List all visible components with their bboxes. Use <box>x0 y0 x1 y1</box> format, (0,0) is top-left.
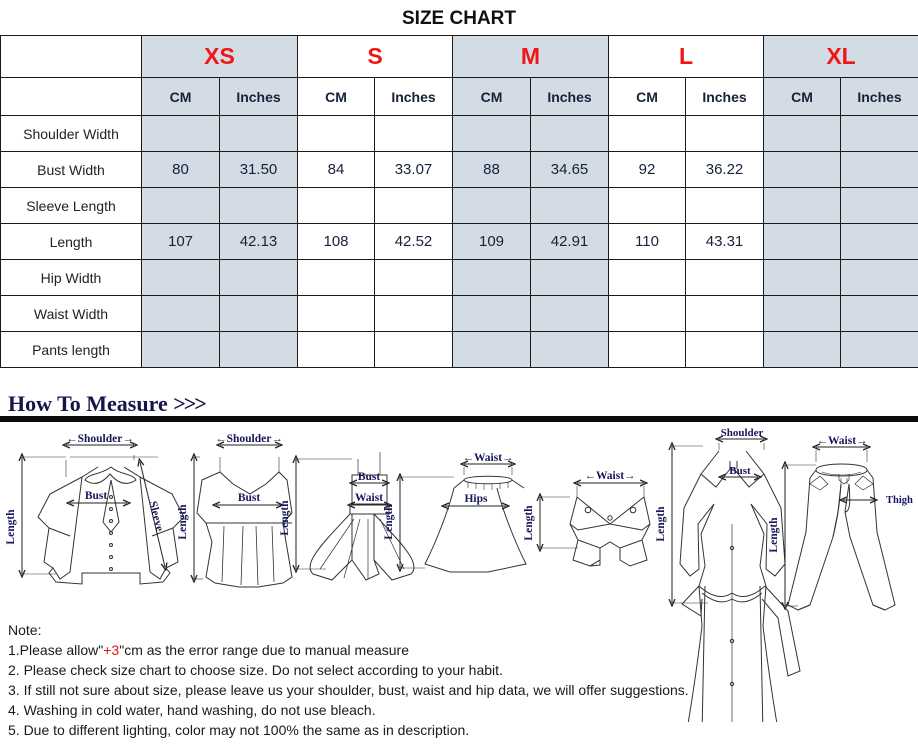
svg-text:Length: Length <box>177 504 189 540</box>
svg-text:Length: Length <box>768 517 780 553</box>
svg-text:Hips: Hips <box>464 493 488 505</box>
svg-text:←Waist→: ←Waist→ <box>584 470 635 482</box>
svg-text:Bust: Bust <box>358 471 381 483</box>
svg-text:Waist: Waist <box>355 492 383 504</box>
svg-text:Length: Length <box>5 509 17 545</box>
svg-text:Bust: Bust <box>238 492 261 504</box>
svg-text:←Shoulder→: ←Shoulder→ <box>66 433 134 445</box>
svg-text:←Waist→: ←Waist→ <box>462 452 513 464</box>
svg-text:Length: Length <box>523 505 535 541</box>
svg-text:←Shoulder→: ←Shoulder→ <box>215 433 283 445</box>
svg-text:←Waist→: ←Waist→ <box>816 435 867 447</box>
svg-text:Bust: Bust <box>729 465 751 477</box>
svg-text:Shoulder: Shoulder <box>721 427 764 439</box>
svg-text:Length: Length <box>279 500 291 536</box>
svg-text:Thigh: Thigh <box>886 495 913 506</box>
svg-text:Length: Length <box>655 506 667 542</box>
svg-text:Sleeve: Sleeve <box>146 500 165 533</box>
svg-text:Bust: Bust <box>85 490 108 502</box>
svg-text:Length: Length <box>383 504 395 540</box>
